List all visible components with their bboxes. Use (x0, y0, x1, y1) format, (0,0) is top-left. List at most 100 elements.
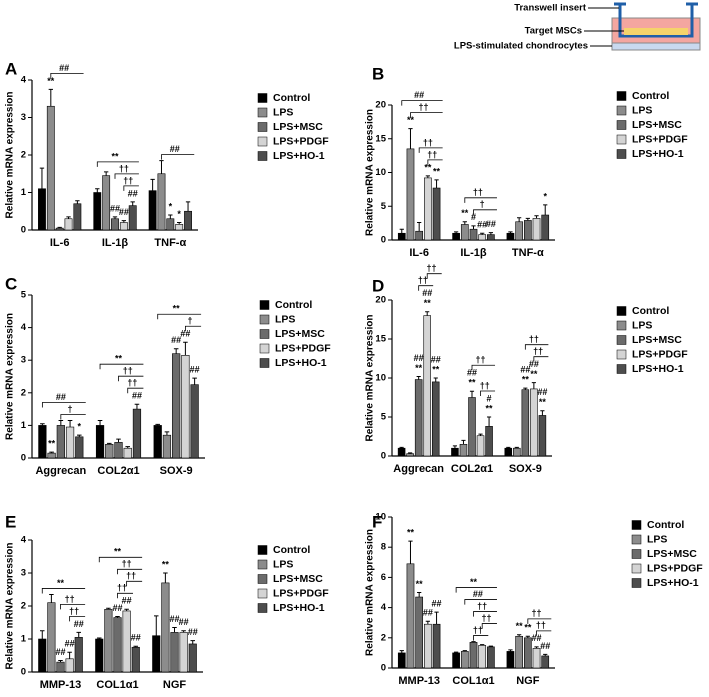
bracket (161, 154, 195, 160)
legend-swatch (616, 349, 627, 360)
bracket-label: †† (119, 163, 129, 173)
legend-label: LPS+HO-1 (275, 357, 327, 369)
y-tick-label: 3 (21, 112, 26, 123)
bracket (60, 414, 86, 420)
legend-label: LPS+HO-1 (647, 577, 699, 589)
significance: ## (74, 619, 84, 629)
bar (515, 635, 523, 669)
bracket (426, 273, 442, 279)
panel-label: F (372, 512, 382, 531)
error-bar (525, 217, 530, 221)
bracket (123, 185, 139, 191)
error-bar (480, 232, 485, 235)
legend-label: LPS+HO-1 (273, 602, 325, 614)
bar (506, 232, 515, 241)
error-bar (121, 220, 127, 223)
error-bar (540, 410, 545, 416)
bracket (98, 556, 143, 563)
error-bar (177, 222, 182, 225)
legend-label: LPS+PDGF (273, 587, 329, 599)
bar (38, 638, 47, 673)
bracket (471, 364, 496, 371)
error-bar (488, 232, 494, 235)
significance: ## (55, 647, 65, 657)
bracket (533, 356, 549, 362)
legend-swatch (259, 314, 270, 325)
bar (93, 192, 102, 231)
y-tick-label: 4 (21, 322, 27, 333)
bar (105, 444, 114, 459)
legend-swatch (631, 578, 642, 588)
y-tick-label: 20 (375, 100, 386, 111)
bar (485, 426, 493, 457)
error-bar (97, 637, 102, 639)
bracket-label: †† (426, 263, 436, 273)
bar (131, 646, 140, 673)
bar (65, 658, 74, 673)
significance: ## (122, 596, 132, 606)
y-tick-label: 1 (21, 634, 27, 645)
bar (38, 188, 46, 231)
significance: * (169, 201, 173, 211)
legend-swatch (259, 300, 270, 310)
legend-label: LPS+MSC (273, 121, 323, 133)
error-bar (150, 178, 155, 191)
y-tick-label: 5 (21, 290, 27, 301)
y-tick-label: 1 (21, 420, 27, 431)
panel-label: A (5, 59, 17, 78)
error-bar (164, 431, 170, 436)
bar (166, 218, 175, 231)
significance: ** (407, 115, 415, 125)
bar (452, 652, 460, 669)
bar (432, 623, 441, 669)
bracket (473, 611, 497, 617)
error-bar (508, 649, 513, 652)
legend-swatch (259, 329, 270, 339)
error-bar (57, 226, 62, 229)
bar (46, 105, 55, 231)
significance: ## (128, 188, 138, 198)
bar (95, 425, 105, 459)
significance: ** (416, 579, 424, 589)
significance: ## (520, 365, 530, 375)
y-tick-label: 2 (21, 387, 26, 398)
bracket-label: †† (127, 378, 137, 388)
inset-label: Target MSCs (525, 26, 582, 37)
legend-swatch (257, 559, 268, 570)
significance: ** (522, 375, 530, 385)
error-bar (425, 175, 430, 178)
error-bar (425, 620, 430, 625)
bracket-label: †† (419, 102, 429, 112)
bar (414, 379, 423, 457)
bracket-label: †† (69, 606, 79, 616)
bar (190, 384, 199, 459)
bar (47, 602, 56, 673)
legend-label: LPS+HO-1 (632, 363, 684, 375)
x-tick-label: Aggrecan (393, 463, 444, 475)
legend-swatch (616, 149, 627, 159)
bar (451, 447, 459, 457)
error-bar (130, 201, 135, 206)
bracket (464, 197, 497, 203)
error-bar (434, 611, 439, 625)
bracket-label: ** (115, 354, 123, 364)
bracket (464, 599, 497, 605)
x-tick-label: TNF-α (512, 247, 544, 259)
error-bar (173, 348, 179, 354)
bracket (126, 580, 143, 587)
y-tick-label: 15 (375, 133, 386, 144)
bracket (117, 592, 134, 599)
error-bar (185, 201, 191, 212)
bar (148, 190, 157, 231)
error-bar (133, 645, 138, 648)
y-tick-label: 4 (21, 535, 27, 546)
bar (113, 617, 122, 673)
error-bar (534, 215, 539, 219)
bar (521, 389, 530, 457)
bracket (114, 173, 139, 179)
bar (538, 415, 547, 457)
significance: * (177, 209, 181, 219)
y-tick-label: 0 (21, 667, 26, 678)
error-bar (155, 423, 161, 426)
bar (74, 637, 83, 673)
